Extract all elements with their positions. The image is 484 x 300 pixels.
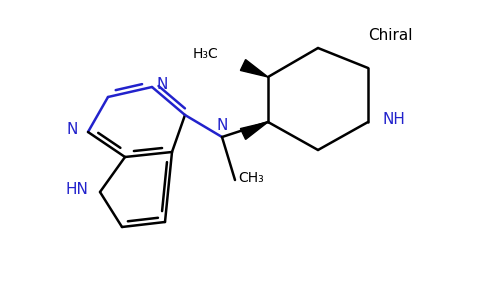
Polygon shape — [241, 122, 268, 140]
Text: N: N — [67, 122, 78, 137]
Text: HN: HN — [65, 182, 88, 197]
Text: N: N — [216, 118, 227, 133]
Polygon shape — [241, 60, 268, 77]
Text: NH: NH — [382, 112, 405, 128]
Text: H₃C: H₃C — [192, 47, 218, 61]
Text: N: N — [157, 77, 168, 92]
Text: CH₃: CH₃ — [238, 171, 264, 185]
Text: Chiral: Chiral — [368, 28, 412, 43]
